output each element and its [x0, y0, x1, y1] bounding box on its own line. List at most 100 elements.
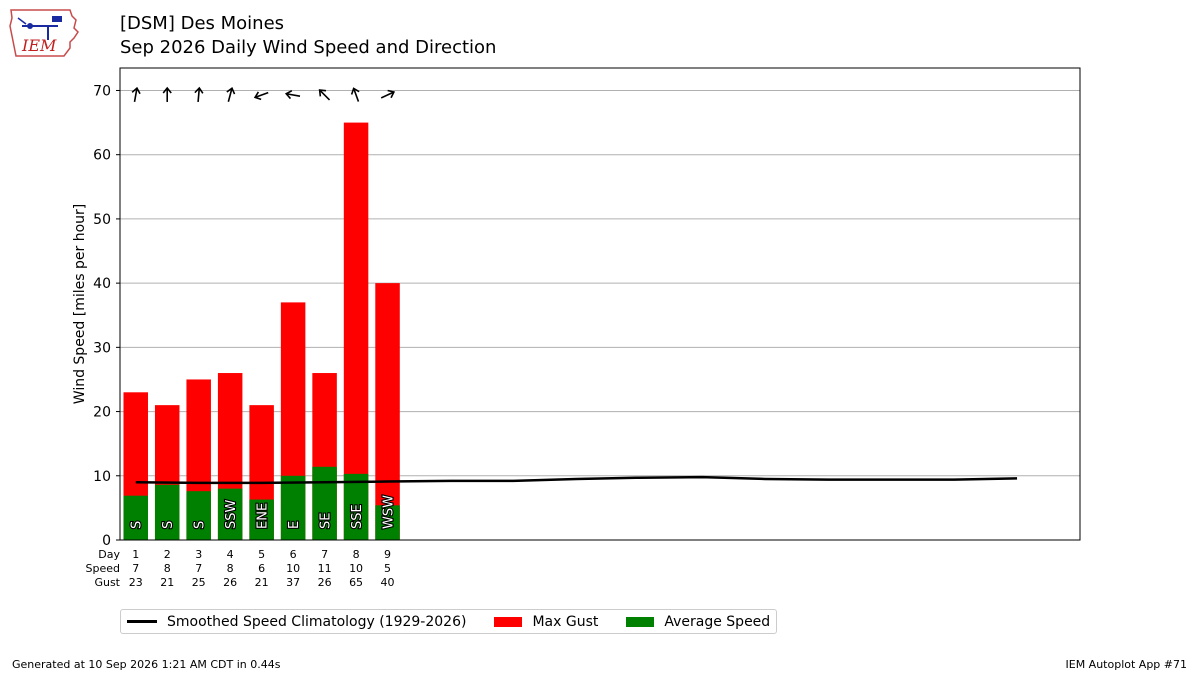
wind-arrow-head	[350, 87, 360, 95]
table-row-label: Gust	[94, 576, 120, 589]
wind-arrow-head	[253, 91, 262, 101]
wind-arrow-shaft	[227, 88, 233, 102]
wind-arrow	[131, 86, 141, 103]
bar-average-speed	[123, 495, 148, 540]
wind-arrow-shaft	[319, 89, 331, 101]
day-label: 4	[227, 548, 234, 561]
bar-average-speed	[375, 505, 400, 540]
legend-item-max-gust: Max Gust	[494, 614, 598, 630]
bar-average-speed	[217, 488, 243, 540]
gust-label: 25	[192, 576, 206, 589]
direction-label: S	[193, 521, 208, 529]
wind-arrow-shaft	[197, 87, 201, 103]
day-label: 6	[290, 548, 297, 561]
speed-label: 10	[349, 562, 363, 575]
y-tick-label: 40	[93, 276, 111, 292]
direction-label: ENE	[256, 503, 271, 529]
day-label: 2	[164, 548, 171, 561]
legend-swatch-average-speed	[626, 616, 655, 627]
legend: Smoothed Speed Climatology (1929-2026) M…	[120, 609, 777, 634]
speed-label: 5	[384, 562, 391, 575]
wind-arrow	[318, 89, 331, 101]
day-label: 7	[321, 548, 328, 561]
bar-average-speed	[249, 499, 274, 540]
wind-arrow-shaft	[380, 91, 395, 99]
speed-label: 7	[132, 562, 139, 575]
direction-label: WSW	[382, 495, 397, 529]
bar-average-speed	[154, 484, 180, 540]
legend-label: Smoothed Speed Climatology (1929-2026)	[167, 613, 467, 630]
wind-arrow-shaft	[352, 88, 360, 102]
day-label: 1	[132, 548, 139, 561]
legend-label: Max Gust	[532, 613, 599, 630]
wind-arrow-shaft	[254, 91, 269, 99]
wind-arrow-head	[284, 89, 293, 100]
bar-average-speed	[280, 475, 306, 540]
day-label: 5	[258, 548, 265, 561]
y-tick-label: 20	[93, 405, 111, 421]
speed-label: 6	[258, 562, 265, 575]
wind-arrow	[284, 89, 301, 100]
y-tick-label: 60	[93, 148, 111, 164]
gust-label: 37	[286, 576, 300, 589]
wind-arrow-head	[387, 89, 396, 99]
wind-arrow-head	[226, 86, 236, 95]
legend-swatch-max-gust	[494, 616, 523, 627]
legend-swatch-climatology	[127, 620, 157, 623]
day-label: 3	[195, 548, 202, 561]
bar-average-speed	[186, 491, 211, 540]
wind-arrow-shaft	[133, 87, 138, 103]
direction-label: SSE	[350, 504, 365, 529]
wind-arrow-shaft	[286, 92, 301, 97]
speed-label: 11	[318, 562, 332, 575]
legend-item-climatology: Smoothed Speed Climatology (1929-2026)	[127, 614, 466, 630]
day-label: 8	[353, 548, 360, 561]
y-tick-label: 30	[93, 340, 111, 356]
y-tick-label: 70	[93, 83, 111, 99]
table-row-label: Day	[98, 548, 120, 561]
speed-label: 8	[227, 562, 234, 575]
app-label: IEM Autoplot App #71	[1065, 658, 1188, 671]
gust-label: 26	[318, 576, 332, 589]
speed-label: 10	[286, 562, 300, 575]
direction-label: SSW	[224, 499, 239, 529]
day-label: 9	[384, 548, 391, 561]
iem-logo: IEM	[8, 6, 80, 62]
y-axis-label: Wind Speed [miles per hour]	[72, 204, 88, 404]
wind-arrow-head	[194, 86, 204, 94]
chart-title: [DSM] Des Moines	[120, 13, 285, 34]
legend-item-average-speed: Average Speed	[626, 614, 770, 630]
gust-label: 21	[160, 576, 174, 589]
direction-label: E	[287, 521, 302, 529]
table-row-label: Speed	[86, 562, 120, 575]
wind-arrow	[194, 86, 204, 103]
climatology-line	[135, 475, 1018, 485]
wind-arrow-head	[162, 86, 172, 94]
wind-arrow	[226, 86, 236, 102]
bar-average-speed	[343, 473, 369, 540]
speed-label: 7	[195, 562, 202, 575]
direction-label: S	[130, 521, 145, 529]
legend-label: Average Speed	[664, 613, 771, 630]
y-tick-label: 50	[93, 212, 111, 228]
direction-label: SE	[319, 513, 334, 529]
bar-average-speed	[312, 466, 337, 540]
wind-chart: 0 10 20 30 40 50 60 70 S S S SSW ENE E SE SSE WSW Wind Sp…	[72, 67, 1081, 589]
gust-label: 23	[129, 576, 143, 589]
gust-label: 65	[349, 576, 363, 589]
gust-label: 21	[255, 576, 269, 589]
generated-timestamp: Generated at 10 Sep 2026 1:21 AM CDT in …	[12, 658, 281, 671]
speed-label: 8	[164, 562, 171, 575]
plot-frame	[119, 67, 1081, 541]
wind-arrow-head	[318, 89, 327, 97]
wind-arrow	[380, 89, 396, 99]
wind-arrow	[350, 87, 360, 102]
bar-max-gust	[343, 122, 369, 541]
wind-arrow	[162, 86, 172, 102]
wind-arrow	[253, 91, 269, 101]
direction-label: S	[161, 521, 176, 529]
chart-subtitle: Sep 2026 Daily Wind Speed and Direction	[120, 37, 497, 58]
gust-label: 26	[223, 576, 237, 589]
bar-max-gust	[375, 283, 400, 540]
wind-arrow-head	[131, 86, 141, 95]
